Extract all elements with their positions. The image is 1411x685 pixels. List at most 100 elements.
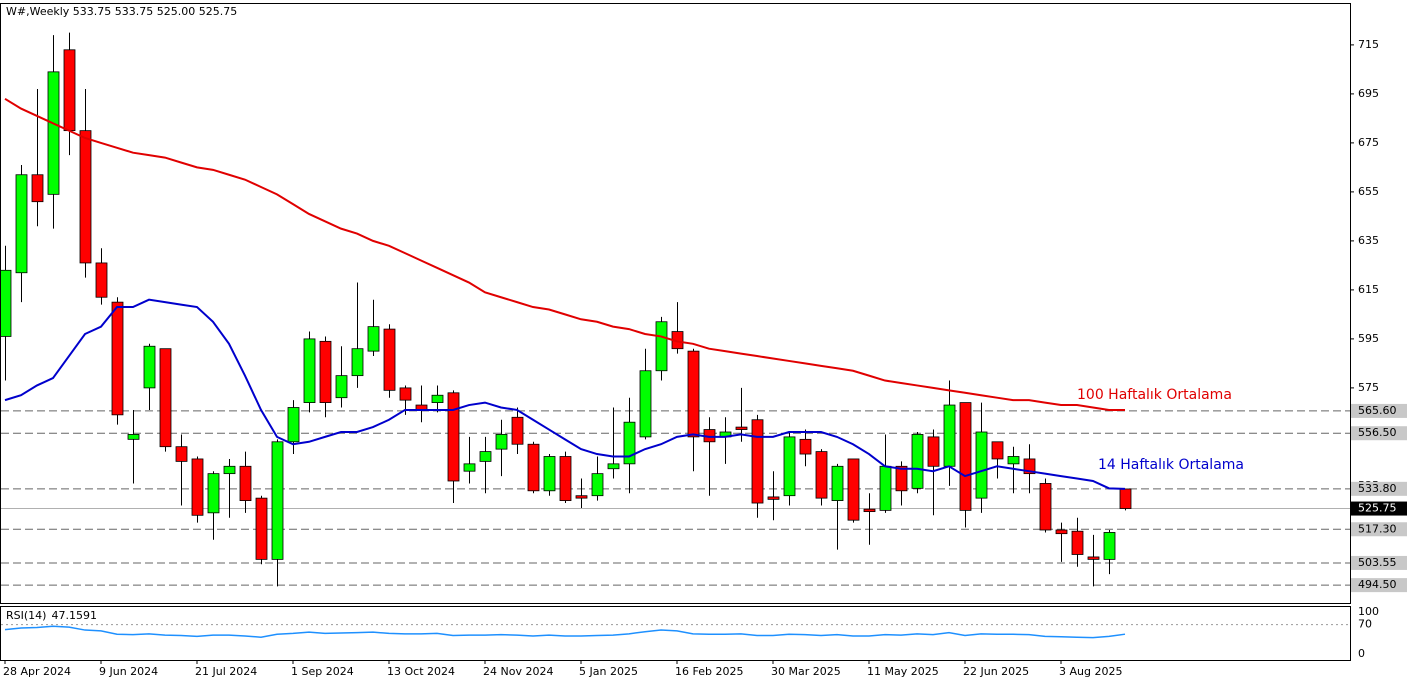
candle-body <box>95 262 108 298</box>
level-label: 556.50 <box>1358 426 1397 439</box>
candle-body <box>607 463 620 470</box>
candle-body <box>911 434 924 489</box>
x-tick-label: 1 Sep 2024 <box>291 665 354 678</box>
candle-body <box>367 326 380 352</box>
x-tick-label: 13 Oct 2024 <box>387 665 455 678</box>
candle-body <box>1103 532 1116 560</box>
candle-body <box>1119 488 1132 509</box>
candle-body <box>895 465 908 492</box>
candle-body <box>463 463 476 472</box>
candle-body <box>79 130 92 264</box>
candle-body <box>399 387 412 401</box>
candle-body <box>687 350 700 438</box>
candle-body <box>1055 529 1068 535</box>
candle-body <box>543 456 556 492</box>
candle-body <box>383 328 396 391</box>
x-tick-label: 3 Aug 2025 <box>1059 665 1122 678</box>
x-tick-label: 30 Mar 2025 <box>771 665 841 678</box>
level-box <box>1351 578 1407 593</box>
candle-body <box>1007 456 1020 465</box>
candle-body <box>975 431 988 499</box>
candle-body <box>927 436 940 467</box>
level-box <box>1351 403 1407 418</box>
ma-annotation: 14 Haftalık Ortalama <box>1098 457 1244 473</box>
rsi-panel <box>0 606 1351 661</box>
candle-body <box>1 269 12 337</box>
candle-body <box>143 345 156 389</box>
x-tick-label: 9 Jun 2024 <box>99 665 158 678</box>
x-tick-label: 16 Feb 2025 <box>675 665 743 678</box>
rsi-title: RSI(14) <box>6 609 46 622</box>
candle-body <box>255 497 268 560</box>
level-box <box>1351 555 1407 570</box>
rsi-line <box>4 625 1126 639</box>
level-label: 565.60 <box>1358 404 1397 417</box>
candle-body <box>943 404 956 467</box>
candle-body <box>799 438 812 455</box>
candle-body <box>575 495 588 499</box>
x-tick-label: 24 Nov 2024 <box>483 665 553 678</box>
y-tick-label: 715 <box>1358 38 1379 51</box>
y-tick-label: 675 <box>1358 136 1379 149</box>
candle-body <box>175 446 188 462</box>
candle-body <box>847 458 860 521</box>
rsi-tick-label: 0 <box>1358 647 1365 660</box>
price-box <box>1351 501 1407 516</box>
moving-average <box>4 298 1126 490</box>
candle-body <box>271 441 284 560</box>
rsi-tick-label: 100 <box>1358 605 1379 618</box>
x-tick-label: 11 May 2025 <box>867 665 939 678</box>
x-tick-label: 22 Jun 2025 <box>963 665 1029 678</box>
candle-body <box>735 426 748 430</box>
candle-body <box>239 465 252 501</box>
candle-body <box>767 496 780 500</box>
candle-body <box>1023 458 1036 475</box>
chart-title: W#,Weekly 533.75 533.75 525.00 525.75 <box>6 5 237 18</box>
candle-body <box>527 443 540 492</box>
ma-annotation: 100 Haftalık Ortalama <box>1077 387 1232 403</box>
rsi-tick-label: 70 <box>1358 618 1372 631</box>
x-tick-label: 21 Jul 2024 <box>195 665 257 678</box>
main-panel <box>0 3 1351 604</box>
candle-body <box>191 458 204 516</box>
candle-body <box>111 301 124 416</box>
candle-body <box>591 473 604 497</box>
candle-body <box>287 407 300 443</box>
candle-body <box>31 174 44 203</box>
candle-body <box>783 436 796 497</box>
candle-body <box>879 465 892 511</box>
candle-body <box>447 392 460 482</box>
candle-body <box>479 451 492 462</box>
candle-body <box>495 434 508 450</box>
candle-body <box>1087 556 1100 560</box>
candle-body <box>991 441 1004 460</box>
candle-body <box>15 174 28 274</box>
candle-body <box>863 508 876 513</box>
candle-body <box>319 340 332 403</box>
level-box <box>1351 426 1407 441</box>
y-tick-label: 615 <box>1358 283 1379 296</box>
level-label: 494.50 <box>1358 578 1397 591</box>
candle-body <box>335 375 348 399</box>
overlay: 100 Haftalık Ortalama 14 Haftalık Ortalam… <box>1077 387 1244 473</box>
level-label: 503.55 <box>1358 556 1397 569</box>
candle-body <box>1039 483 1052 531</box>
candle-body <box>831 465 844 501</box>
candle-body <box>655 321 668 372</box>
candle-body <box>351 348 364 377</box>
candle-body <box>511 416 524 445</box>
candle-body <box>1071 530 1084 555</box>
price-label: 525.75 <box>1358 502 1397 515</box>
candle-body <box>623 421 636 465</box>
candle-body <box>159 348 172 448</box>
moving-average <box>4 97 1125 411</box>
candle-body <box>751 419 764 504</box>
y-tick-label: 635 <box>1358 234 1379 247</box>
candle-body <box>815 451 828 499</box>
y-tick-label: 695 <box>1358 87 1379 100</box>
candle-body <box>127 434 140 440</box>
candle-body <box>639 370 652 438</box>
x-tick-label: 5 Jan 2025 <box>579 665 638 678</box>
candle-body <box>207 473 220 514</box>
